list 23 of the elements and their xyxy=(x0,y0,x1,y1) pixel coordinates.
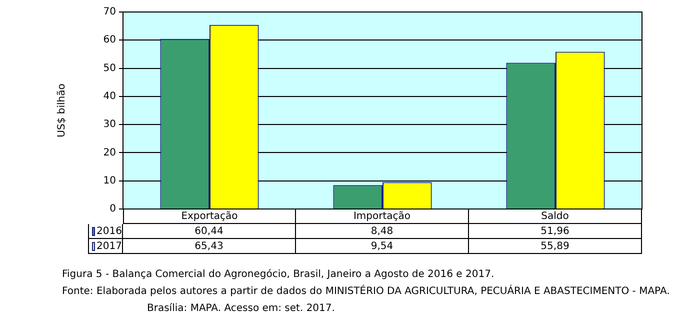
source-note: Fonte: Elaborada pelos autores a partir de dados do MINISTÉRIO DA AGRICULTURA, PECUÁRIA E ABASTECIMENTO - MAPA. xyxy=(62,284,671,299)
x-tick-label: Importação xyxy=(296,209,469,224)
y-axis-title: US$ bilhão xyxy=(56,84,68,138)
legend-label: 2017 xyxy=(96,240,122,254)
data-label: 9,54 xyxy=(296,239,469,254)
data-label: 8,48 xyxy=(296,224,469,239)
y-tick-label: 70 xyxy=(103,6,116,18)
y-tick-label: 50 xyxy=(103,62,116,74)
data-label: 65,43 xyxy=(123,239,296,254)
data-label: 55,89 xyxy=(469,239,642,254)
y-tick-label: 60 xyxy=(103,34,116,46)
data-label: 51,96 xyxy=(469,224,642,239)
y-tick-label: 0 xyxy=(110,204,116,215)
data-label: 60,44 xyxy=(123,224,296,239)
x-tick-label: Exportação xyxy=(123,209,296,224)
y-tick-label: 20 xyxy=(103,147,116,158)
x-tick-label: Saldo xyxy=(469,209,642,224)
text: Brasília: MAPA. Acesso em: set. 2017. xyxy=(146,302,336,316)
y-tick-label: 10 xyxy=(103,175,116,186)
y-tick-label: 40 xyxy=(103,91,116,102)
y-tick-label: 30 xyxy=(103,119,116,130)
legend-label: 2016 xyxy=(96,224,122,238)
text: Figura 5 - Balança Comercial do Agronegócio, Brasil, Janeiro a Agosto de 2016 e 2017. xyxy=(62,268,496,282)
